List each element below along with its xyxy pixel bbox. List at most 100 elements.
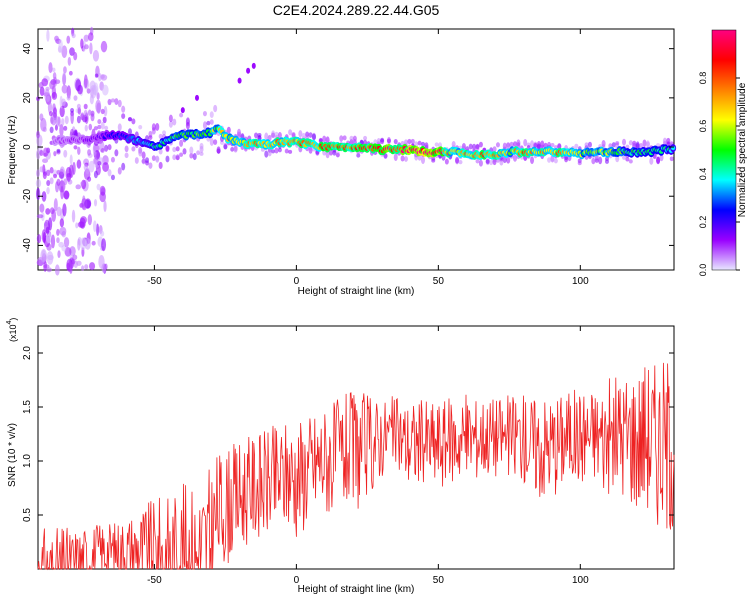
spectrogram-cell (114, 98, 119, 105)
spectrogram-cell (76, 103, 81, 110)
spectrogram-cell (478, 159, 483, 167)
spectrogram-cell (131, 118, 136, 125)
spectrogram-cell (83, 74, 88, 89)
spectrogram-cell (56, 237, 60, 244)
spectrogram-cell (48, 62, 53, 74)
spectrogram-cell (103, 105, 108, 117)
spectrogram-cell (48, 111, 53, 117)
spectrogram-cell (622, 155, 627, 160)
spectrogram-y-ticks: -40 -20 0 20 40 (22, 43, 674, 253)
spectrogram-cell (485, 159, 490, 164)
spectrogram-cell (83, 163, 88, 171)
spectrogram-cell (100, 121, 105, 130)
spectrogram-cell (233, 146, 238, 153)
spectrogram-cell (584, 142, 589, 148)
spectrogram-cell (475, 144, 480, 150)
spectrogram-cell (127, 128, 132, 136)
spectrogram-cell (226, 126, 231, 134)
spectrogram-cell (151, 123, 156, 131)
spectrogram-cell (615, 141, 620, 146)
spectrogram-cell (39, 149, 44, 157)
spectrogram-cell (598, 156, 603, 165)
spectrogram-cell (84, 124, 88, 132)
spectrogram-cell (39, 113, 44, 121)
spectrogram-cell (73, 129, 78, 137)
spectrogram-cell (46, 267, 52, 273)
spectrogram-cell (77, 84, 83, 95)
snr-x-ticks: -50 0 50 100 (147, 326, 589, 586)
spectrogram-cell (59, 123, 64, 137)
spectrogram-cell (540, 140, 545, 149)
spectrogram-cell (642, 139, 647, 147)
spectrogram-cell (506, 156, 511, 164)
spectrogram-x-ticks: -50 0 50 100 (147, 29, 589, 287)
spectrogram-cell (100, 230, 105, 237)
spectrogram-cell (206, 120, 211, 126)
spectrogram-cell (72, 254, 78, 261)
spectrogram-cell (455, 156, 460, 164)
colorbar-tick-label: 0.0 (698, 264, 708, 277)
spectrogram-cell (107, 98, 112, 106)
spectrogram-cell (49, 126, 54, 134)
spectrogram-cell (56, 169, 61, 175)
spectrogram-cell (107, 169, 112, 177)
spectrogram-cell (76, 260, 82, 266)
spectrogram-cell (96, 183, 101, 191)
spectrogram-cell (66, 262, 70, 271)
spectrogram-cell (75, 222, 79, 229)
spectrogram-cell (66, 35, 71, 44)
colorbar-gradient (711, 29, 737, 271)
spectrogram-cell (288, 149, 293, 154)
spectrogram-cell (325, 136, 330, 144)
spectrogram-cell (56, 228, 60, 236)
spectrogram-x-label: Height of straight line (km) (298, 286, 415, 297)
spectrogram-cell (138, 125, 143, 130)
spectrogram-cell (97, 124, 102, 130)
spectrogram-cell (93, 199, 98, 207)
spectrogram-cell (342, 135, 347, 141)
spectrogram-cell (489, 159, 494, 166)
spectrogram-cell (625, 144, 630, 149)
spectrogram-cell (431, 158, 436, 163)
spectrogram-cell (335, 152, 340, 158)
spectrogram-cell (175, 146, 180, 152)
spectrogram-cell (219, 140, 224, 145)
spectrogram-cell (64, 247, 72, 257)
spectrogram-cell (264, 150, 269, 158)
spectrogram-cell (196, 150, 201, 156)
spectrogram-cell (410, 138, 415, 145)
spectrogram-cell (101, 263, 107, 273)
spectrogram-cell (61, 98, 66, 106)
spectrogram-cell (513, 154, 517, 162)
spectrogram-cell (121, 113, 126, 119)
spectrogram-marks (35, 26, 677, 276)
spectrogram-cell (475, 159, 480, 164)
spectrogram-cell (400, 155, 405, 162)
spectrogram-cell (110, 156, 115, 163)
spectrogram-cell (45, 208, 51, 215)
snr-x-tick-label: -50 (147, 575, 162, 586)
spectrogram-cell (124, 152, 129, 159)
spectrogram-cell (61, 118, 65, 126)
spectrogram-cell (288, 129, 293, 136)
spectrogram-cell (356, 153, 361, 158)
spectrogram-cell (100, 74, 108, 81)
spectrogram-cell (291, 132, 296, 137)
spectrogram-cell (80, 38, 84, 49)
spectrogram-cell (574, 143, 579, 149)
spectrogram-cell (516, 139, 521, 147)
spectrogram-cell (35, 179, 42, 188)
spectrogram-cell (386, 138, 391, 144)
spectrogram-cell (110, 98, 115, 103)
spectrogram-cell (553, 158, 558, 164)
spectrogram-cell (56, 178, 61, 187)
spectrogram-cell (63, 125, 68, 131)
spectrogram-cell (216, 146, 221, 154)
spectrogram-cell (39, 166, 44, 173)
spectrogram-cell (53, 198, 58, 212)
spectrogram-cell (172, 118, 177, 126)
spectrogram-cell (81, 198, 88, 211)
spectrogram-cell (68, 70, 73, 76)
spectrogram-cell (332, 150, 337, 156)
spectrogram-cell (69, 154, 73, 165)
